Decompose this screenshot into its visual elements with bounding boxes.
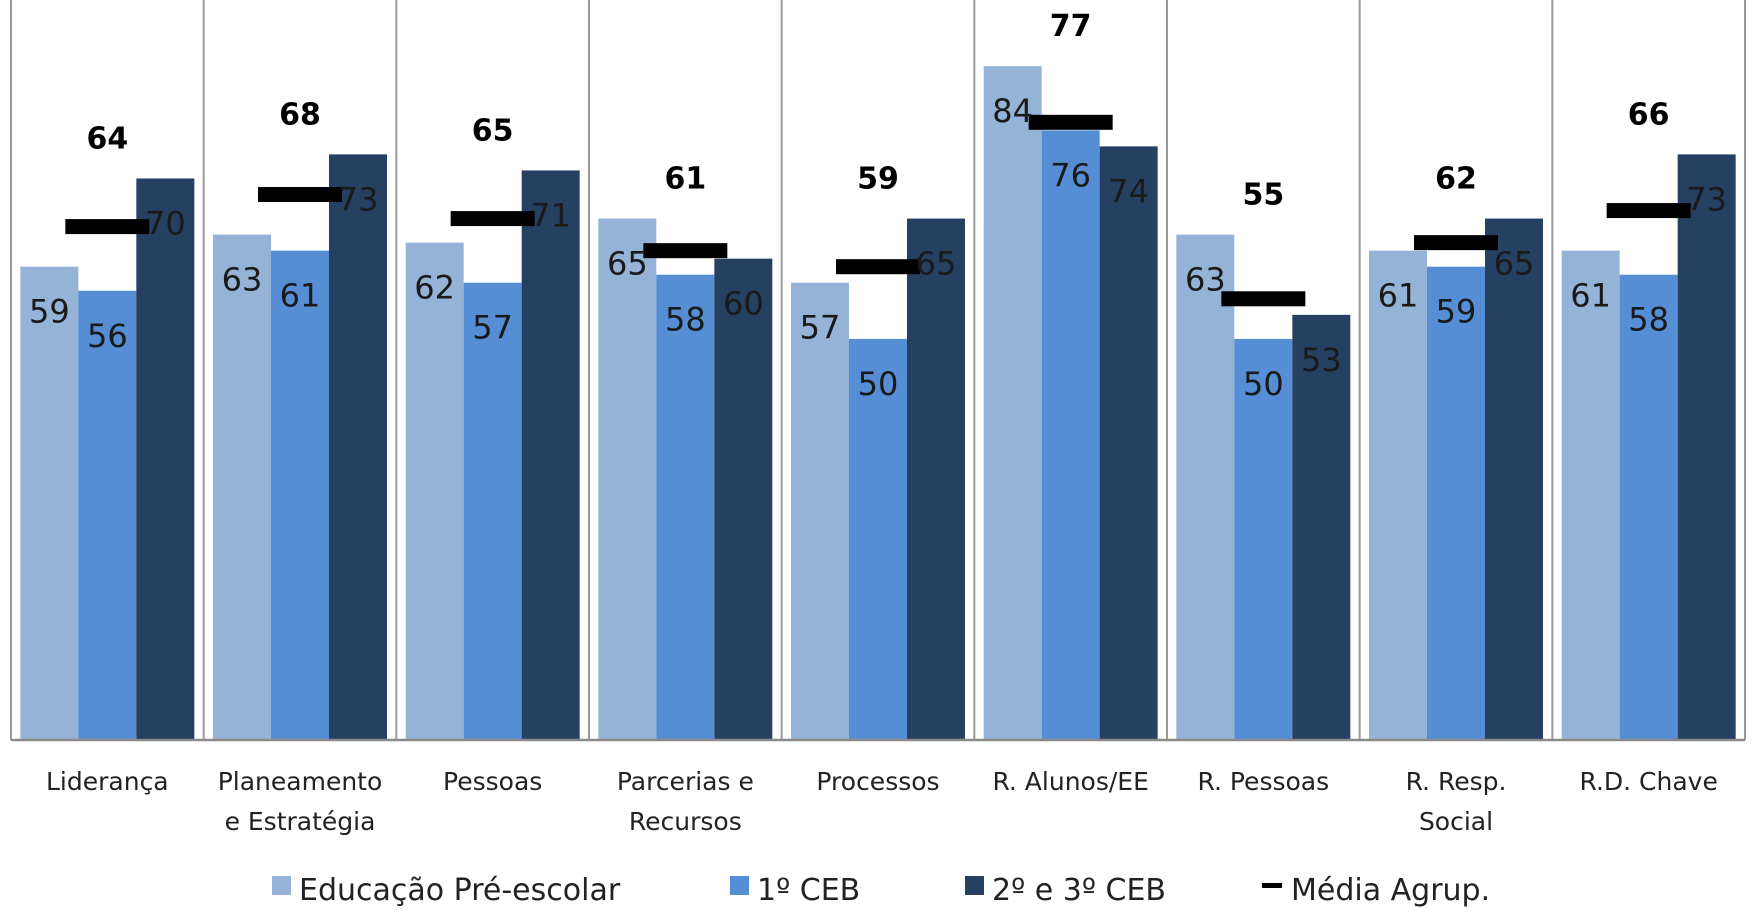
bar [598,218,657,741]
bar [791,282,849,740]
mean-label: 65 [472,113,514,148]
bar [656,274,715,740]
value-label: 63 [222,261,263,299]
mean-label: 77 [1050,9,1092,44]
category-label: Planeamento e Estratégia [218,767,383,836]
bar [271,250,329,740]
category-label: R. Pessoas [1198,767,1330,796]
legend-label: Educação Pré-escolar [299,873,621,908]
bar [1427,266,1485,740]
value-label: 58 [665,301,706,339]
bar [907,218,965,741]
bar [1619,274,1678,740]
category-labels: Liderança Planeamento e Estratégia Pessoas P… [46,767,1718,836]
bar [714,258,773,740]
value-label: 59 [29,293,70,331]
value-label: 71 [530,196,571,234]
mean-label: 62 [1435,162,1477,197]
legend-label: Média Agrup. [1291,873,1490,908]
legend-label: 1º CEB [757,873,860,908]
legend-swatch [1262,883,1282,888]
mean-marker [258,187,342,203]
bar [1099,146,1158,740]
mean-label: 66 [1628,97,1670,132]
mean-marker [450,211,535,227]
mean-marker [1414,235,1498,251]
bar [1234,338,1293,740]
category-label: Processos [816,767,939,796]
legend: Educação Pré-escolar 1º CEB 2º e 3º CEB Méd… [272,873,1490,908]
value-labels: 59 56 70 64 63 61 73 68 62 57 71 65 65 58 60 61 57 50 65 59… [29,9,1727,403]
bar [405,242,464,740]
bar [213,234,271,740]
bar [20,266,79,740]
value-label: 73 [338,180,379,218]
category-label: Liderança [46,767,169,796]
value-label: 62 [414,269,455,307]
category-label: R.D. Chave [1579,767,1717,796]
bar [463,282,522,740]
mean-marker [1028,114,1113,130]
value-label: 59 [1436,293,1477,331]
mean-label: 61 [664,162,706,197]
value-label: 53 [1301,341,1342,379]
value-label: 65 [1494,245,1535,283]
bar [136,178,195,740]
category-label: Pessoas [443,767,542,796]
value-label: 61 [1378,277,1419,315]
value-label: 61 [1570,277,1611,315]
mean-marker [1606,203,1691,219]
legend-swatch [730,876,749,895]
value-label: 73 [1686,180,1727,218]
value-label: 74 [1108,172,1149,210]
bar [78,290,137,740]
bar [329,154,387,740]
mean-marker [65,219,150,235]
bar [983,66,1042,740]
bar [1677,154,1736,740]
value-label: 65 [607,245,648,283]
mean-label: 68 [279,97,321,132]
mean-markers [65,114,1691,307]
bars [20,66,1736,741]
value-label: 76 [1050,156,1091,194]
mean-label: 55 [1242,178,1284,213]
value-label: 58 [1628,301,1669,339]
legend-label: 2º e 3º CEB [992,873,1166,908]
value-label: 60 [723,285,764,323]
value-label: 50 [1243,365,1284,403]
bar [1561,250,1620,740]
value-label: 65 [916,245,957,283]
bar [1369,250,1427,740]
value-label: 61 [280,277,321,315]
category-label: R. Alunos/EE [992,767,1148,796]
value-label: 50 [858,365,899,403]
bar [521,170,580,740]
bar [1292,314,1351,740]
mean-marker [836,259,920,275]
value-label: 70 [145,204,186,242]
category-separators [10,0,1746,740]
mean-marker [643,243,728,259]
value-label: 56 [87,317,128,355]
bar [849,338,907,740]
category-label: Parcerias e Recursos [617,767,754,836]
category-label: R. Resp. Social [1406,767,1507,836]
value-label: 84 [992,92,1033,130]
value-label: 63 [1185,261,1226,299]
bar [1041,130,1100,741]
mean-label: 64 [86,121,128,156]
bar [1176,234,1235,740]
legend-swatch [965,876,984,895]
value-label: 57 [800,309,841,347]
mean-label: 59 [857,162,899,197]
mean-marker [1221,291,1306,307]
value-label: 57 [472,309,513,347]
legend-swatch [272,876,291,895]
bar [1485,218,1543,741]
